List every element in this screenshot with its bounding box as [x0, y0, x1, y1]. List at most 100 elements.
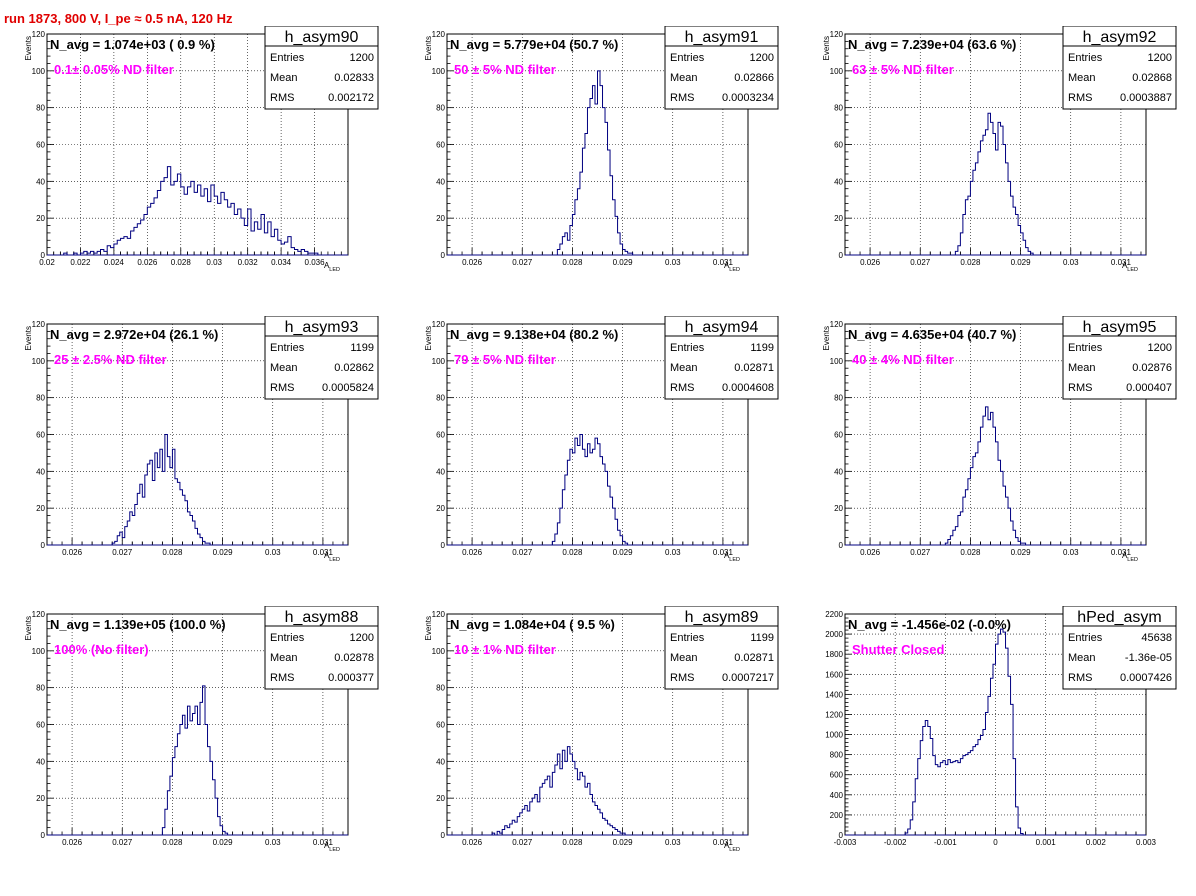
- x-tick-label: 0.027: [112, 838, 133, 847]
- y-tick-label: 80: [36, 684, 45, 693]
- y-tick-label: 100: [830, 357, 844, 366]
- stats-label: Mean: [670, 72, 698, 84]
- y-tick-label: 120: [32, 30, 46, 39]
- y-tick-label: 120: [432, 30, 446, 39]
- x-tick-label: 0: [993, 838, 998, 847]
- y-tick-label: 1800: [825, 650, 843, 659]
- histogram-name: h_asym89: [685, 609, 759, 626]
- stats-label: Mean: [1068, 362, 1096, 374]
- y-tick-label: 40: [436, 177, 445, 186]
- x-tick-label: 0.026: [860, 258, 881, 267]
- x-tick-label: 0.036: [305, 258, 326, 267]
- stats-value: 0.02876: [1132, 362, 1172, 374]
- n-avg-label: N_avg = -1.456e-02 (-0.0%): [848, 617, 1011, 632]
- x-tick-label: 0.03: [665, 548, 681, 557]
- y-axis-title: Events: [24, 326, 33, 350]
- x-tick-label: 0.029: [1011, 548, 1032, 557]
- stats-label: RMS: [670, 92, 694, 104]
- n-avg-label: N_avg = 1.139e+05 (100.0 %): [50, 617, 226, 632]
- histogram-panel-h_asym92: 0.026 0.027 0.028 0.029 0.03 0.031 0 20 40 60 80 10…: [798, 26, 1196, 316]
- x-tick-label: 0.029: [613, 548, 634, 557]
- stats-value: 0.0007217: [722, 672, 774, 684]
- histogram-chart: 0.026 0.027 0.028 0.029 0.03 0.031 0 20 40 60 80 10…: [822, 26, 1177, 273]
- y-tick-label: 60: [36, 141, 45, 150]
- stats-value: 0.02871: [734, 652, 774, 664]
- x-tick-label: 0.03: [665, 838, 681, 847]
- y-tick-label: 100: [432, 647, 446, 656]
- x-tick-label: 0.028: [562, 548, 583, 557]
- x-axis-title-subscript: LED: [329, 847, 340, 853]
- y-tick-label: 120: [830, 30, 844, 39]
- stats-value: 0.002172: [328, 92, 374, 104]
- x-tick-label: 0.026: [62, 548, 83, 557]
- y-tick-label: 60: [36, 431, 45, 440]
- x-tick-label: 0.03: [265, 548, 281, 557]
- stats-value: 0.0003887: [1120, 92, 1172, 104]
- x-tick-label: 0.027: [512, 838, 533, 847]
- stats-value: 0.000407: [1126, 382, 1172, 394]
- stats-value: 0.0003234: [722, 92, 774, 104]
- histogram-chart: 0.026 0.027 0.028 0.029 0.03 0.031 0 20 40 60 80 10…: [24, 316, 379, 563]
- x-tick-label: 0.031: [713, 258, 734, 267]
- histogram-panel-hPed_asym: -0.003 -0.002 -0.001 0 0.001 0.002 0.003 0 200 40…: [798, 606, 1196, 896]
- histogram-name: hPed_asym: [1077, 609, 1162, 626]
- y-tick-label: 120: [432, 320, 446, 329]
- stats-label: RMS: [1068, 672, 1092, 684]
- stats-label: Entries: [1068, 632, 1103, 644]
- x-tick-label: 0.03: [206, 258, 222, 267]
- stats-label: RMS: [270, 672, 294, 684]
- stats-box: [1062, 26, 1177, 110]
- histogram-panel-h_asym89: 0.026 0.027 0.028 0.029 0.03 0.031 0 20 40 60 80 10…: [400, 606, 798, 896]
- x-tick-label: 0.031: [1111, 258, 1132, 267]
- stats-label: Entries: [670, 342, 705, 354]
- histogram-chart: 0.026 0.027 0.028 0.029 0.03 0.031 0 20 40 60 80 10…: [424, 26, 779, 273]
- stats-value: 0.02868: [1132, 72, 1172, 84]
- x-tick-label: 0.031: [713, 838, 734, 847]
- y-tick-label: 200: [830, 811, 844, 820]
- y-tick-label: 0: [41, 831, 46, 840]
- x-axis-title-subscript: LED: [729, 847, 740, 853]
- x-tick-label: 0.031: [313, 548, 334, 557]
- stats-box: [1062, 606, 1177, 690]
- x-tick-label: 0.031: [313, 838, 334, 847]
- filter-label: 0.1± 0.05% ND filter: [54, 62, 174, 77]
- x-tick-label: 0.026: [462, 548, 483, 557]
- stats-value: 0.0007426: [1120, 672, 1172, 684]
- y-tick-label: 40: [36, 177, 45, 186]
- x-tick-label: 0.028: [171, 258, 192, 267]
- histogram-bars: [491, 746, 626, 836]
- y-tick-label: 80: [834, 104, 843, 113]
- stats-value: 1200: [1148, 52, 1172, 64]
- y-tick-label: 120: [432, 610, 446, 619]
- y-tick-label: 0: [441, 251, 446, 260]
- n-avg-label: N_avg = 1.074e+03 ( 0.9 %): [50, 37, 215, 52]
- stats-label: RMS: [670, 382, 694, 394]
- n-avg-label: N_avg = 5.779e+04 (50.7 %): [450, 37, 618, 52]
- filter-label: 63 ± 5% ND filter: [852, 62, 954, 77]
- y-tick-label: 40: [436, 757, 445, 766]
- stats-box: [264, 316, 379, 400]
- stats-value: 1200: [350, 52, 374, 64]
- stats-label: Mean: [670, 652, 698, 664]
- y-tick-label: 600: [830, 771, 844, 780]
- y-axis-title: Events: [822, 36, 831, 60]
- y-tick-label: 1400: [825, 690, 843, 699]
- x-tick-label: 0.027: [112, 548, 133, 557]
- y-tick-label: 0: [41, 251, 46, 260]
- stats-value: 0.02833: [334, 72, 374, 84]
- histogram-bars: [161, 685, 229, 835]
- y-axis-title: Events: [24, 616, 33, 640]
- stats-label: Entries: [270, 632, 305, 644]
- histogram-bars: [63, 166, 319, 256]
- y-tick-label: 40: [36, 757, 45, 766]
- x-axis-title-subscript: LED: [329, 557, 340, 563]
- stats-label: Entries: [270, 52, 305, 64]
- filter-label: 25 ± 2.5% ND filter: [54, 352, 167, 367]
- x-tick-label: 0.029: [1011, 258, 1032, 267]
- y-tick-label: 60: [36, 721, 45, 730]
- y-tick-label: 1200: [825, 710, 843, 719]
- histogram-chart: -0.003 -0.002 -0.001 0 0.001 0.002 0.003 0 200 40…: [825, 606, 1177, 847]
- stats-label: Entries: [670, 632, 705, 644]
- stats-label: RMS: [270, 382, 294, 394]
- histogram-name: h_asym93: [285, 319, 359, 336]
